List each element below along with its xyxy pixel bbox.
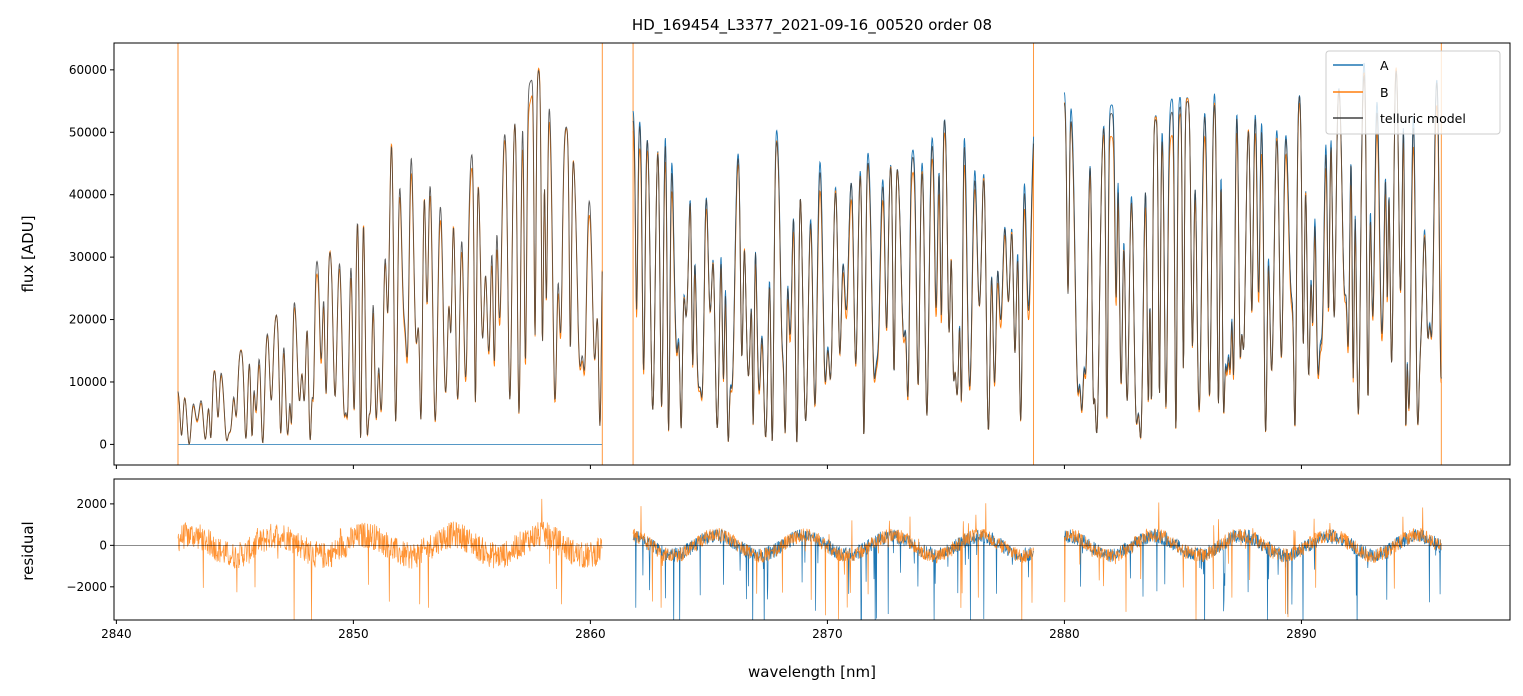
top-y-tick-label: 60000: [69, 63, 107, 77]
top-y-tick-label: 10000: [69, 375, 107, 389]
x-axis-label: wavelength [nm]: [748, 663, 876, 681]
telluric-model-line: [177, 69, 603, 446]
bottom-x-tick-label: 2870: [812, 627, 843, 641]
top-y-tick-label: 30000: [69, 250, 107, 264]
bottom-plot-area: [114, 498, 1510, 620]
telluric-model-line: [1063, 70, 1442, 439]
legend-label-b: B: [1380, 85, 1389, 100]
bottom-y-tick-label: −2000: [66, 580, 107, 594]
chart-title: HD_169454_L3377_2021-09-16_00520 order 0…: [632, 16, 992, 35]
legend-box: [1325, 50, 1501, 135]
bottom-x-tick-label: 2890: [1286, 627, 1317, 641]
bottom-y-tick-label: 2000: [76, 497, 107, 511]
top-y-tick-label: 40000: [69, 188, 107, 202]
bottom-y-ticks: −2000 0 2000: [66, 497, 114, 594]
residual-b-line: [177, 498, 603, 620]
top-plot-area: [177, 43, 1442, 465]
bottom-x-tick-label: 2860: [575, 627, 606, 641]
top-x-ticks: [115, 465, 1302, 469]
residual-b-line: [632, 503, 1034, 620]
top-y-tick-label: 20000: [69, 313, 107, 327]
top-y-axis-label: flux [ADU]: [19, 215, 37, 292]
bottom-x-tick-label: 2840: [101, 627, 132, 641]
bottom-panel-frame: [113, 478, 1511, 621]
legend: A B telluric model: [1325, 50, 1501, 135]
legend-label-telluric: telluric model: [1380, 111, 1466, 126]
bottom-x-ticks: 2840 2850 2860 2870 2880 2890: [101, 620, 1317, 641]
top-panel: 0 10000 20000 30000 40000 50000 60000 flux [AD…: [19, 42, 1511, 469]
series-b-line: [177, 67, 603, 446]
top-panel-frame: [113, 42, 1511, 466]
bottom-x-tick-label: 2850: [338, 627, 369, 641]
bottom-y-axis-label: residual: [19, 521, 37, 580]
top-y-ticks: 0 10000 20000 30000 40000 50000 60000: [69, 63, 114, 451]
residual-b-line: [1064, 502, 1442, 620]
legend-label-a: A: [1380, 58, 1389, 73]
top-y-tick-label: 50000: [69, 125, 107, 139]
top-y-tick-label: 0: [99, 437, 107, 451]
bottom-x-tick-label: 2880: [1049, 627, 1080, 641]
bottom-panel: −2000 0 2000 2840 2850 2860 2870 2880 2890 resi…: [19, 478, 1511, 681]
telluric-model-line: [632, 119, 1035, 443]
bottom-y-tick-label: 0: [99, 538, 107, 552]
